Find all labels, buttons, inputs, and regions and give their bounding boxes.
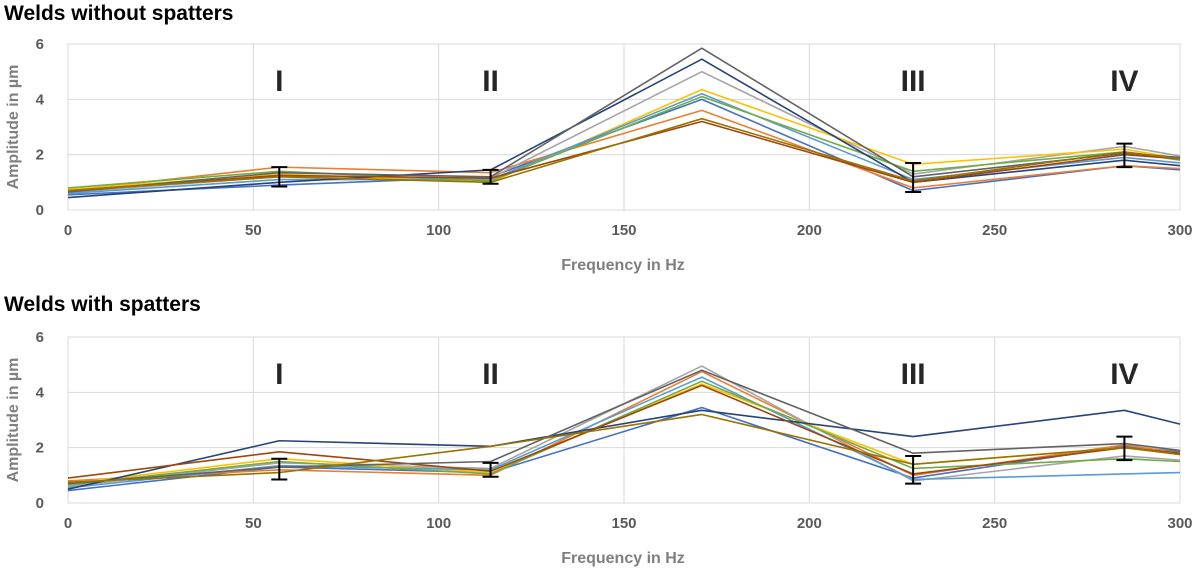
top-x-tick-label: 0 [64,222,72,239]
top-y-tick-label: 0 [36,202,44,219]
chart-title-bottom: Welds with spatters [4,293,201,316]
top-y-tick-label: 2 [36,147,44,164]
chart-with-spatters: 0 50 100 150 200 250 300 0 2 4 6 Frequency in Hz Amp… [5,329,1193,567]
bottom-x-tick-label: 50 [245,515,262,532]
bottom-x-tick-label: 150 [611,515,636,532]
bottom-y-tick-label: 0 [36,495,44,512]
bottom-x-tick-label: 100 [426,515,451,532]
bottom-x-tick-label: 200 [797,515,822,532]
top-y-tick-label: 6 [36,36,44,53]
chart-title-top: Welds without spatters [4,2,234,25]
top-x-tick-label: 50 [245,222,262,239]
bottom-y-tick-label: 6 [36,329,44,346]
top-region-label: III [901,65,926,98]
top-x-axis-label: Frequency in Hz [561,257,685,274]
bottom-y-tick-label: 4 [36,384,45,401]
bottom-error-bar [905,454,922,485]
top-x-tick-label: 250 [982,222,1007,239]
top-error-bar [1116,142,1133,169]
chart-without-spatters: 0 50 100 150 200 250 300 0 2 4 6 Frequency in Hz Amp… [5,36,1193,274]
bottom-error-bar [271,457,288,481]
bottom-error-bar [1116,435,1133,462]
top-x-tick-label: 300 [1167,222,1192,239]
top-x-tick-label: 100 [426,222,451,239]
top-x-tick-label: 200 [797,222,822,239]
top-y-tick-label: 4 [36,91,45,108]
bottom-error-bar [482,461,499,478]
top-error-bar [905,161,922,194]
bottom-region-label: III [901,358,926,391]
bottom-series-line-7 [67,409,1181,490]
bottom-x-tick-label: 250 [982,515,1007,532]
bottom-region-label: II [482,358,499,391]
top-region-label: IV [1110,65,1138,98]
bottom-y-axis-label: Amplitude in µm [5,358,22,483]
top-error-bar [482,168,499,185]
top-x-tick-label: 150 [611,222,636,239]
bottom-x-axis-label: Frequency in Hz [561,550,685,567]
bottom-y-tick-label: 2 [36,440,44,457]
bottom-x-tick-label: 300 [1167,515,1192,532]
top-region-label: I [275,65,283,98]
bottom-region-label: IV [1110,358,1138,391]
top-y-axis-label: Amplitude in µm [5,65,22,190]
top-error-bar [271,166,288,188]
top-region-label: II [482,65,499,98]
bottom-x-tick-label: 0 [64,515,72,532]
bottom-region-label: I [275,358,283,391]
